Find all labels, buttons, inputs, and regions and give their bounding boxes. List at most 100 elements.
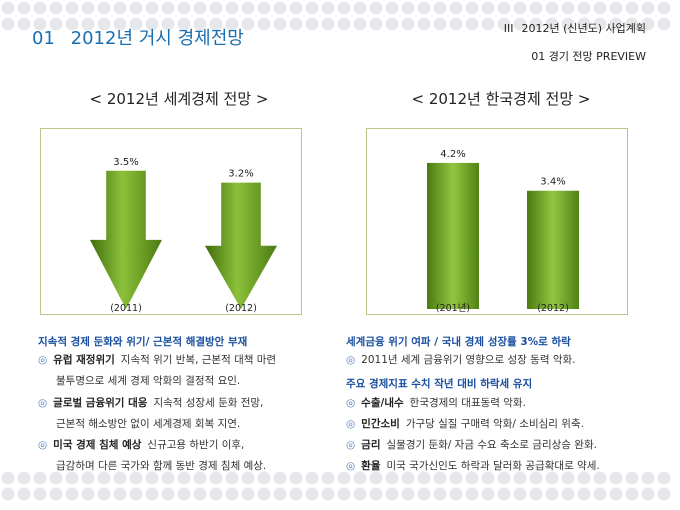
decor-dot (657, 487, 671, 501)
right-bullet-3: ◎ 금리 실물경기 둔화/ 자금 수요 축소로 금리상승 완화. (346, 435, 597, 456)
left-heading: 지속적 경제 둔화와 위기/ 근본적 해결방안 부재 (38, 336, 248, 348)
arrow-mark-1 (205, 182, 277, 309)
decor-dot (305, 471, 319, 485)
decor-dot (113, 487, 127, 501)
decor-dot (97, 1, 111, 15)
decor-dot (257, 17, 271, 31)
bullseye-bullet-icon: ◎ (346, 354, 356, 366)
decor-dot (81, 471, 95, 485)
decor-dot (81, 1, 95, 15)
decor-dot (449, 471, 463, 485)
decor-dot (449, 17, 463, 31)
decor-dot (257, 1, 271, 15)
decor-dot (161, 487, 175, 501)
left-bullet-2-key: 글로벌 금융위기 대응 (53, 397, 148, 409)
decor-dot (545, 1, 559, 15)
decor-dot (241, 1, 255, 15)
left-panel-title: < 2012년 세계경제 전망 > (89, 90, 269, 108)
decor-dot (417, 1, 431, 15)
decor-dot (33, 17, 47, 31)
decor-dot (17, 17, 31, 31)
decor-dot (385, 1, 399, 15)
decor-dot (641, 471, 655, 485)
decor-dot (433, 17, 447, 31)
data-label-0: 3.5% (113, 157, 138, 168)
decor-dot (49, 17, 63, 31)
decor-dot (289, 17, 303, 31)
left-bullet-3-text-2: 급감하며 다른 국가와 함께 동반 경제 침체 예상. (56, 460, 267, 472)
decor-dot (385, 487, 399, 501)
decor-dot (113, 1, 127, 15)
decor-dot (241, 471, 255, 485)
decor-dot (209, 1, 223, 15)
decor-dot (545, 471, 559, 485)
section-title-text: 2012년 (신년도) 사업계획 (521, 22, 646, 35)
decor-dot (161, 471, 175, 485)
decor-dot (609, 487, 623, 501)
left-bullet-1: ◎ 유럽 재정위기 지속적 위기 반복, 근본적 대책 마련 불투명으로 세계 경제… (38, 350, 276, 392)
decor-dot (625, 487, 639, 501)
decor-dot (641, 1, 655, 15)
right-bullet-4: ◎ 환율 미국 국가신인도 하락과 달러화 공급확대로 약세. (346, 456, 600, 477)
korea-economy-chart-panel: 4.2% (201년) 3.4% (2012) (366, 128, 628, 315)
decor-dot (609, 471, 623, 485)
decor-dot (513, 487, 527, 501)
right-bullet-1-text: 한국경제의 대표동력 악화. (409, 397, 526, 409)
bullseye-bullet-icon: ◎ (346, 418, 356, 430)
decor-dot (353, 471, 367, 485)
decor-dot (417, 487, 431, 501)
decor-dot (657, 471, 671, 485)
category-label-0: (201년) (436, 303, 470, 314)
decor-dot (561, 1, 575, 15)
decor-dot (49, 487, 63, 501)
left-bullet-1-text: 지속적 위기 반복, 근본적 대책 마련 (120, 354, 277, 366)
decor-dot (177, 471, 191, 485)
decor-dot (625, 17, 639, 31)
decor-dot (97, 487, 111, 501)
decor-dot (113, 17, 127, 31)
decor-dot (385, 471, 399, 485)
decor-dot (145, 487, 159, 501)
decor-dot (625, 1, 639, 15)
subsection-title: 01 경기 전망 PREVIEW (531, 50, 646, 63)
decor-dot (609, 17, 623, 31)
left-bullet-1-key: 유럽 재정위기 (53, 354, 115, 366)
decor-dot (209, 487, 223, 501)
decor-dot (65, 17, 79, 31)
decor-dot (577, 1, 591, 15)
decor-dot (545, 17, 559, 31)
decor-dot (417, 471, 431, 485)
decor-dot (577, 17, 591, 31)
decor-dot (657, 17, 671, 31)
decor-dot (401, 471, 415, 485)
decor-dot (465, 487, 479, 501)
decor-dot (209, 17, 223, 31)
decor-dot (481, 17, 495, 31)
decor-dot (129, 471, 143, 485)
decor-dot (513, 17, 527, 31)
bar-mark-1 (527, 190, 579, 309)
decor-dot (129, 487, 143, 501)
world-economy-chart: 3.5% (2011) 3.2% (2012) (90, 157, 277, 314)
category-label-1: (2012) (537, 303, 569, 314)
decor-dot (545, 487, 559, 501)
decor-dot (33, 471, 47, 485)
right-subheading: 주요 경제지표 수치 작년 대비 하락세 유지 (346, 378, 533, 390)
decor-dot (49, 471, 63, 485)
decor-dot (17, 1, 31, 15)
data-label-1: 3.2% (228, 169, 253, 180)
decor-dot (481, 471, 495, 485)
decor-dot (497, 1, 511, 15)
decor-dot (593, 1, 607, 15)
left-bullet-3-text: 신규고용 하반기 이후, (147, 439, 245, 451)
section-roman: III (503, 22, 514, 35)
right-bullet-0-text: 2011년 세계 금융위기 영향으로 성장 동력 악화. (361, 354, 576, 366)
decor-dot (625, 471, 639, 485)
decor-dot (385, 17, 399, 31)
decor-dot (337, 1, 351, 15)
decor-dot (305, 1, 319, 15)
decor-dot (321, 17, 335, 31)
decor-dot (241, 487, 255, 501)
decor-dot (529, 1, 543, 15)
decor-dot (33, 1, 47, 15)
